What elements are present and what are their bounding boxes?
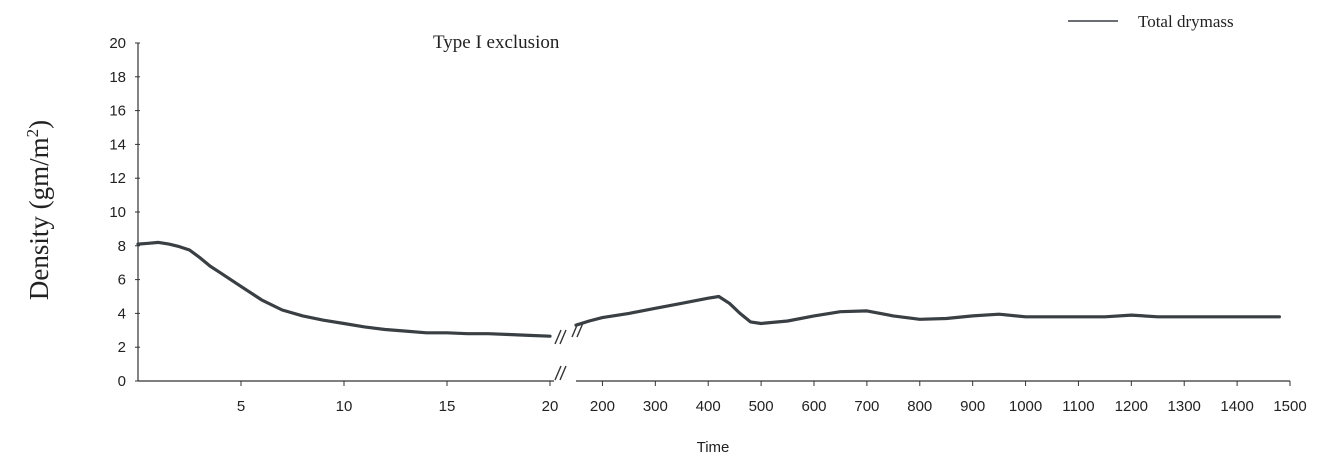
x-tick-label-segment2: 900 bbox=[960, 398, 985, 415]
series-line-segment2 bbox=[574, 294, 1281, 327]
x-tick-label-segment1: 10 bbox=[336, 398, 353, 415]
y-tick-label: 0 bbox=[118, 373, 126, 390]
y-tick-label: 10 bbox=[109, 204, 126, 221]
y-axis-label: Density (gm/m2) bbox=[23, 120, 54, 300]
x-tick-label-segment2: 1100 bbox=[1062, 398, 1094, 415]
y-ticks: 0 2 4 6 8 10 12 14 16 18 20 bbox=[109, 35, 140, 390]
series-break-mark-left-stroke-b bbox=[559, 329, 567, 345]
x-tick-label-segment1: 20 bbox=[542, 398, 559, 415]
x-tick-label-segment2: 700 bbox=[854, 398, 879, 415]
y-axis-label-close: ) bbox=[24, 120, 54, 129]
x-tick-label-segment2: 800 bbox=[907, 398, 932, 415]
x-axis-break-mark bbox=[554, 365, 567, 381]
y-axis-label-text: Density (gm/m bbox=[24, 137, 54, 300]
x-axis-break-mark-stroke-a bbox=[554, 365, 562, 381]
x-tick-label-segment2: 1400 bbox=[1220, 398, 1253, 415]
y-axis-label-superscript: 2 bbox=[23, 129, 42, 138]
x-tick-label-segment2: 600 bbox=[801, 398, 826, 415]
series-layer bbox=[136, 240, 1281, 338]
x-axis-break-mark-stroke-b bbox=[559, 365, 567, 381]
legend: Total drymass bbox=[1068, 12, 1234, 31]
x-tick-label-segment2: 200 bbox=[590, 398, 615, 415]
x-tick-label-segment2: 1500 bbox=[1273, 398, 1306, 415]
x-tick-label-segment2: 1000 bbox=[1009, 398, 1042, 415]
x-ticks: 5 10 15 20 200 300 400 500 600 700 800 900 1000 1100 1… bbox=[237, 381, 1307, 415]
y-tick-label: 18 bbox=[109, 69, 126, 86]
series-break-mark-left bbox=[554, 329, 567, 345]
series-break-mark-right-stroke-b bbox=[576, 322, 584, 338]
x-tick-label-segment2: 1200 bbox=[1115, 398, 1148, 415]
y-tick-label: 14 bbox=[109, 136, 126, 153]
y-tick-label: 6 bbox=[118, 272, 126, 289]
x-axis-label: Time bbox=[697, 439, 730, 456]
y-tick-label: 16 bbox=[109, 103, 126, 120]
x-tick-label-segment1: 5 bbox=[237, 398, 245, 415]
series-line-segment1 bbox=[136, 240, 552, 338]
axes bbox=[137, 43, 1290, 382]
legend-label: Total drymass bbox=[1138, 12, 1234, 31]
y-tick-label: 8 bbox=[118, 238, 126, 255]
y-tick-label: 2 bbox=[118, 339, 126, 356]
x-tick-label-segment2: 300 bbox=[643, 398, 668, 415]
y-tick-label: 12 bbox=[109, 170, 126, 187]
y-tick-label: 20 bbox=[109, 35, 126, 52]
y-tick-label: 4 bbox=[118, 305, 126, 322]
x-tick-label-segment1: 15 bbox=[439, 398, 456, 415]
x-tick-label-segment2: 400 bbox=[696, 398, 721, 415]
x-tick-label-segment2: 500 bbox=[749, 398, 774, 415]
chart-title: Type I exclusion bbox=[433, 32, 560, 53]
series-break-mark-left-stroke-a bbox=[554, 329, 562, 345]
x-tick-label-segment2: 1300 bbox=[1168, 398, 1201, 415]
